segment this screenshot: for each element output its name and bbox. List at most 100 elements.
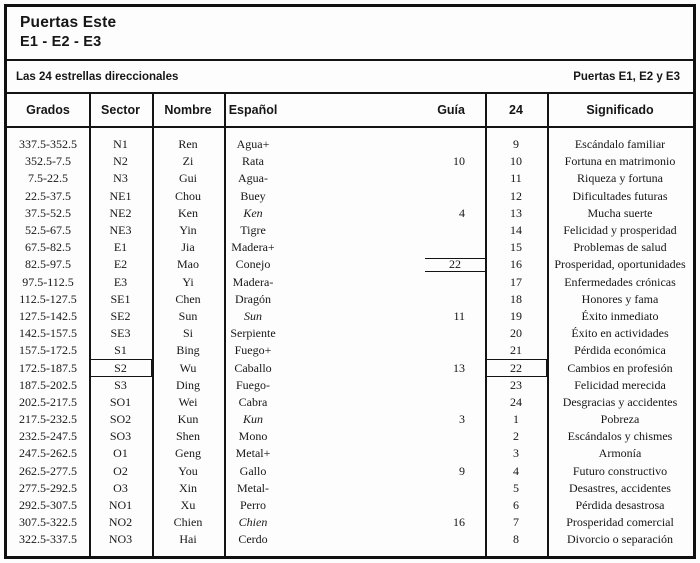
cell-significado: Escándalo familiar — [574, 137, 666, 152]
column-rule — [89, 128, 91, 556]
cell-significado: Pérdida desastrosa — [575, 498, 665, 513]
cell-grados: 127.5-142.5 — [19, 308, 77, 323]
cell-espanol: Conejo — [235, 257, 271, 272]
cell-espanol: Perro — [240, 498, 266, 513]
cell-sector: O3 — [113, 480, 128, 495]
cell-nombre: Jia — [181, 240, 195, 255]
cell-nombre: Geng — [175, 446, 201, 461]
cell-espanol: Serpiente — [230, 326, 276, 341]
column-header-grados: Grados — [26, 103, 70, 117]
cell-guia — [282, 239, 485, 256]
cell-num24: 24 — [510, 394, 522, 409]
cell-espanol: Cerdo — [238, 532, 268, 547]
cell-significado: Futuro constructivo — [572, 463, 668, 478]
cell-espanol: Metal+ — [235, 446, 271, 461]
cell-num24: 10 — [510, 154, 522, 169]
cell-num24: 8 — [513, 532, 519, 547]
cell-num24: 15 — [510, 240, 522, 255]
cell-significado: Pérdida económica — [574, 343, 666, 358]
cell-nombre: Yi — [182, 274, 194, 289]
cell-guia: 9 — [459, 463, 465, 478]
table-row: 82.5-97.5 E2 Mao Conejo 22 16 Prosperidad, opo… — [7, 256, 693, 273]
cell-significado: Éxito inmediato — [581, 308, 659, 323]
cell-sector: N3 — [113, 171, 128, 186]
cell-sector: NE2 — [109, 205, 132, 220]
cell-sector: E1 — [113, 240, 128, 255]
cell-grados: 247.5-262.5 — [19, 446, 77, 461]
cell-grados: 307.5-322.5 — [19, 515, 77, 530]
cell-grados: 337.5-352.5 — [19, 137, 77, 152]
table-header: Grados Sector Nombre Español Guía 24 Sig… — [7, 94, 693, 128]
cell-sector: N1 — [113, 137, 128, 152]
table-row: 157.5-172.5 S1 Bing Fuego+ 21 Pérdida económi… — [7, 342, 693, 359]
cell-significado: Mucha suerte — [587, 205, 653, 220]
cell-num24: 23 — [510, 377, 522, 392]
table-row: 202.5-217.5 SO1 Wei Cabra 24 Desgracias y acc… — [7, 394, 693, 411]
cell-espanol: Kun — [242, 412, 263, 427]
cell-sector: SO1 — [109, 394, 132, 409]
cell-num24: 16 — [510, 257, 522, 272]
column-rule — [224, 128, 226, 556]
cell-guia: 10 — [453, 154, 465, 169]
table-row: 337.5-352.5 N1 Ren Agua+ 9 Escándalo familiar — [7, 136, 693, 153]
cell-grados: 187.5-202.5 — [19, 377, 77, 392]
cell-nombre: Zi — [182, 154, 194, 169]
cell-significado: Riqueza y fortuna — [577, 171, 663, 186]
page-title: Puertas Este — [20, 14, 117, 31]
cell-significado: Prosperidad comercial — [566, 515, 674, 530]
cell-espanol: Chien — [238, 515, 268, 530]
cell-grados: 67.5-82.5 — [25, 240, 71, 255]
cell-nombre: Chou — [174, 188, 201, 203]
cell-num24: 18 — [510, 291, 522, 306]
cell-guia — [282, 342, 485, 359]
table-row: 307.5-322.5 NO2 Chien Chien 16 7 Prosperidad c… — [7, 514, 693, 531]
cell-significado: Enfermedades crónicas — [564, 274, 676, 289]
cell-grados: 322.5-337.5 — [19, 532, 77, 547]
table-row: 262.5-277.5 O2 You Gallo 9 4 Futuro constructi… — [7, 463, 693, 480]
cell-num24: 17 — [510, 274, 522, 289]
cell-nombre: Ding — [176, 377, 200, 392]
cell-grados: 352.5-7.5 — [25, 154, 71, 169]
cell-num24: 3 — [513, 446, 519, 461]
column-header-significado: Significado — [586, 103, 654, 117]
cell-grados: 262.5-277.5 — [19, 463, 77, 478]
cell-guia — [282, 445, 485, 462]
cell-significado: Pobreza — [600, 412, 640, 427]
column-header-guia: Guía — [437, 103, 465, 117]
cell-guia — [282, 480, 485, 497]
cell-num24: 14 — [510, 223, 522, 238]
cell-sector: SE1 — [110, 291, 131, 306]
cell-significado: Desastres, accidentes — [569, 480, 671, 495]
cell-guia: 13 — [453, 360, 465, 375]
cell-grados: 112.5-127.5 — [19, 291, 77, 306]
cell-nombre: Ken — [178, 205, 198, 220]
cell-num24: 21 — [510, 343, 522, 358]
page-frame: Puertas Este E1 - E2 - E3 Las 24 estrell… — [4, 4, 696, 559]
cell-nombre: Hai — [179, 532, 197, 547]
cell-guia — [282, 188, 485, 205]
cell-sector: NO2 — [108, 515, 133, 530]
cell-espanol: Buey — [240, 188, 266, 203]
cell-sector: NE3 — [109, 223, 132, 238]
table-row: 37.5-52.5 NE2 Ken Ken 4 13 Mucha suerte — [7, 205, 693, 222]
section-bar: Las 24 estrellas direccionales Puertas E… — [7, 61, 693, 94]
cell-significado: Honores y fama — [581, 291, 659, 306]
highlight-box: 22 — [485, 359, 547, 377]
cell-significado: Desgracias y accidentes — [562, 394, 678, 409]
highlight-box: S2 — [89, 359, 152, 377]
section-bar-right-label: Puertas E1, E2 y E3 — [573, 70, 680, 83]
table-row: 172.5-187.5 S2 Wu Caballo 13 22 Cambios en pro… — [7, 359, 693, 377]
section-bar-left-label: Las 24 estrellas direccionales — [16, 70, 179, 83]
cell-espanol: Fuego+ — [234, 343, 272, 358]
cell-sector: NO1 — [108, 498, 133, 513]
cell-nombre: Xu — [180, 498, 196, 513]
column-rule — [485, 128, 487, 556]
cell-grados: 97.5-112.5 — [22, 274, 74, 289]
column-rule — [547, 128, 549, 556]
cell-grados: 292.5-307.5 — [19, 498, 77, 513]
table-row: 67.5-82.5 E1 Jia Madera+ 15 Problemas de salu… — [7, 239, 693, 256]
cell-guia: 11 — [453, 308, 465, 323]
cell-nombre: Bing — [176, 343, 200, 358]
cell-sector: N2 — [113, 154, 128, 169]
cell-espanol: Gallo — [239, 463, 267, 478]
